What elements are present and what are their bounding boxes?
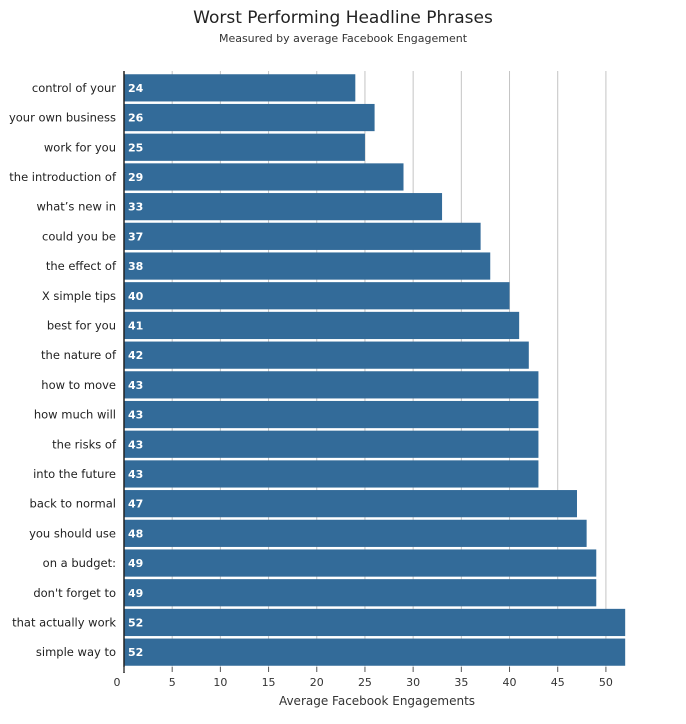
bar-value-label: 47	[128, 498, 143, 511]
bar-value-label: 43	[128, 438, 143, 451]
bar-value-label: 52	[128, 646, 143, 659]
category-label: don't forget to	[33, 586, 116, 600]
bar	[124, 311, 520, 340]
bar	[124, 490, 577, 518]
category-label: that actually work	[12, 615, 116, 629]
bar-value-label: 43	[128, 409, 143, 422]
category-label: simple way to	[36, 645, 116, 659]
bar-value-label: 43	[128, 468, 143, 481]
bar	[124, 163, 404, 191]
x-tick-label: 25	[358, 676, 372, 689]
category-label: your own business	[9, 111, 116, 125]
bar	[124, 252, 491, 280]
x-tick-label: 20	[310, 676, 324, 689]
bar-value-label: 42	[128, 349, 143, 362]
bar	[124, 222, 481, 250]
bar-value-label: 41	[128, 319, 143, 332]
bar-value-label: 43	[128, 379, 143, 392]
category-label: the effect of	[46, 259, 117, 273]
x-tick-label: 50	[599, 676, 613, 689]
bar	[124, 430, 539, 458]
bar-value-label: 33	[128, 201, 143, 214]
category-label: control of your	[32, 81, 116, 95]
bar	[124, 638, 626, 666]
category-label: how to move	[41, 378, 116, 392]
bar	[124, 371, 539, 399]
bar	[124, 282, 510, 310]
x-tick-label: 15	[262, 676, 276, 689]
bar-value-label: 24	[128, 82, 144, 95]
category-label: back to normal	[30, 497, 116, 511]
category-label: what’s new in	[37, 200, 116, 214]
category-label: into the future	[33, 467, 116, 481]
bar	[124, 608, 626, 637]
x-tick-label: 45	[551, 676, 565, 689]
category-label: you should use	[29, 526, 116, 540]
x-tick-label: 5	[169, 676, 176, 689]
bar	[124, 460, 539, 488]
bar-value-label: 26	[128, 112, 144, 125]
bar-value-label: 49	[128, 587, 143, 600]
category-label: the nature of	[41, 348, 117, 362]
bar	[124, 400, 539, 429]
bar	[124, 341, 529, 369]
category-label: the risks of	[52, 437, 117, 451]
category-label: X simple tips	[42, 289, 116, 303]
bar-value-label: 25	[128, 141, 143, 154]
x-tick-label: 0	[114, 676, 121, 689]
x-tick-label: 10	[213, 676, 227, 689]
bar	[124, 103, 375, 132]
category-label: could you be	[42, 229, 116, 243]
bar-value-label: 37	[128, 230, 143, 243]
category-label: best for you	[47, 318, 116, 332]
category-label: how much will	[34, 408, 116, 422]
bar	[124, 519, 587, 547]
chart-title: Worst Performing Headline Phrases	[193, 8, 493, 28]
x-axis-label: Average Facebook Engagements	[278, 694, 476, 708]
bar-value-label: 38	[128, 260, 143, 273]
bar-value-label: 52	[128, 616, 143, 629]
bar-value-label: 49	[128, 557, 143, 570]
category-label: on a budget:	[43, 556, 116, 570]
bar	[124, 193, 443, 221]
category-label: work for you	[44, 140, 116, 154]
bar-value-label: 29	[128, 171, 143, 184]
x-tick-label: 30	[406, 676, 420, 689]
bar	[124, 74, 356, 102]
bar	[124, 579, 597, 607]
x-tick-label: 35	[454, 676, 468, 689]
bar	[124, 133, 365, 161]
x-tick-label: 40	[503, 676, 517, 689]
bar	[124, 549, 597, 577]
category-label: the introduction of	[9, 170, 117, 184]
chart-subtitle: Measured by average Facebook Engagement	[218, 32, 468, 45]
bar-value-label: 48	[128, 527, 143, 540]
bar-value-label: 40	[128, 290, 144, 303]
